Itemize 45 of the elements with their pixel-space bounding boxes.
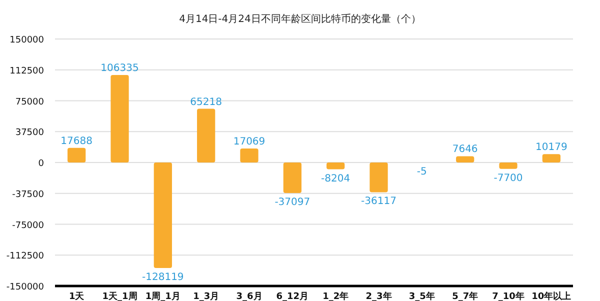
bar xyxy=(326,162,345,170)
y-tick-label: -150000 xyxy=(6,282,44,292)
x-tick-label: 6_12月 xyxy=(276,291,309,301)
data-label: -5 xyxy=(416,166,427,178)
data-label: 7646 xyxy=(452,144,478,156)
bar xyxy=(154,162,172,268)
x-tick-label: 3_6月 xyxy=(236,291,262,301)
data-label: 106335 xyxy=(100,62,139,74)
x-tick-label: 10年以上 xyxy=(532,291,572,301)
bar xyxy=(370,162,388,192)
data-label: -128119 xyxy=(142,272,184,283)
bar xyxy=(240,148,258,162)
y-tick-label: 37500 xyxy=(15,128,44,138)
bar xyxy=(197,108,216,162)
data-label: 65218 xyxy=(190,96,222,108)
y-tick-label: 0 xyxy=(38,159,44,169)
data-label: -7700 xyxy=(494,172,523,184)
bar xyxy=(68,148,86,162)
x-tick-label: 1_3月 xyxy=(193,291,220,301)
data-label: -37097 xyxy=(274,197,310,208)
x-tick-label: 1天_1周 xyxy=(102,291,138,301)
y-tick-label: -112500 xyxy=(6,252,44,262)
x-tick-label: 5_7年 xyxy=(452,291,478,301)
x-tick-label: 1_2年 xyxy=(322,291,349,301)
bar xyxy=(542,154,560,162)
data-label: 17069 xyxy=(233,136,266,148)
y-tick-label: -37500 xyxy=(12,190,44,200)
bar xyxy=(283,162,302,194)
data-label: -8204 xyxy=(321,173,350,184)
data-label: 17688 xyxy=(60,136,92,147)
y-tick-label: 112500 xyxy=(10,66,44,76)
y-tick-label: -75000 xyxy=(12,220,44,231)
data-label: -36117 xyxy=(361,196,396,208)
x-tick-label: 7_10年 xyxy=(492,291,524,301)
bar xyxy=(499,162,518,169)
y-tick-label: 150000 xyxy=(10,36,44,46)
x-tick-label: 3_5年 xyxy=(408,291,435,301)
x-tick-label: 1周_1月 xyxy=(145,291,180,301)
chart-title: 4月14日-4月24日不同年龄区间比特币的变化量（个） xyxy=(179,13,421,25)
x-tick-label: 2_3年 xyxy=(366,291,392,301)
data-label: 10179 xyxy=(536,142,568,154)
y-tick-label: 75000 xyxy=(15,97,44,108)
bar xyxy=(456,156,474,162)
bar xyxy=(110,74,129,162)
x-tick-label: 1天 xyxy=(68,291,86,301)
